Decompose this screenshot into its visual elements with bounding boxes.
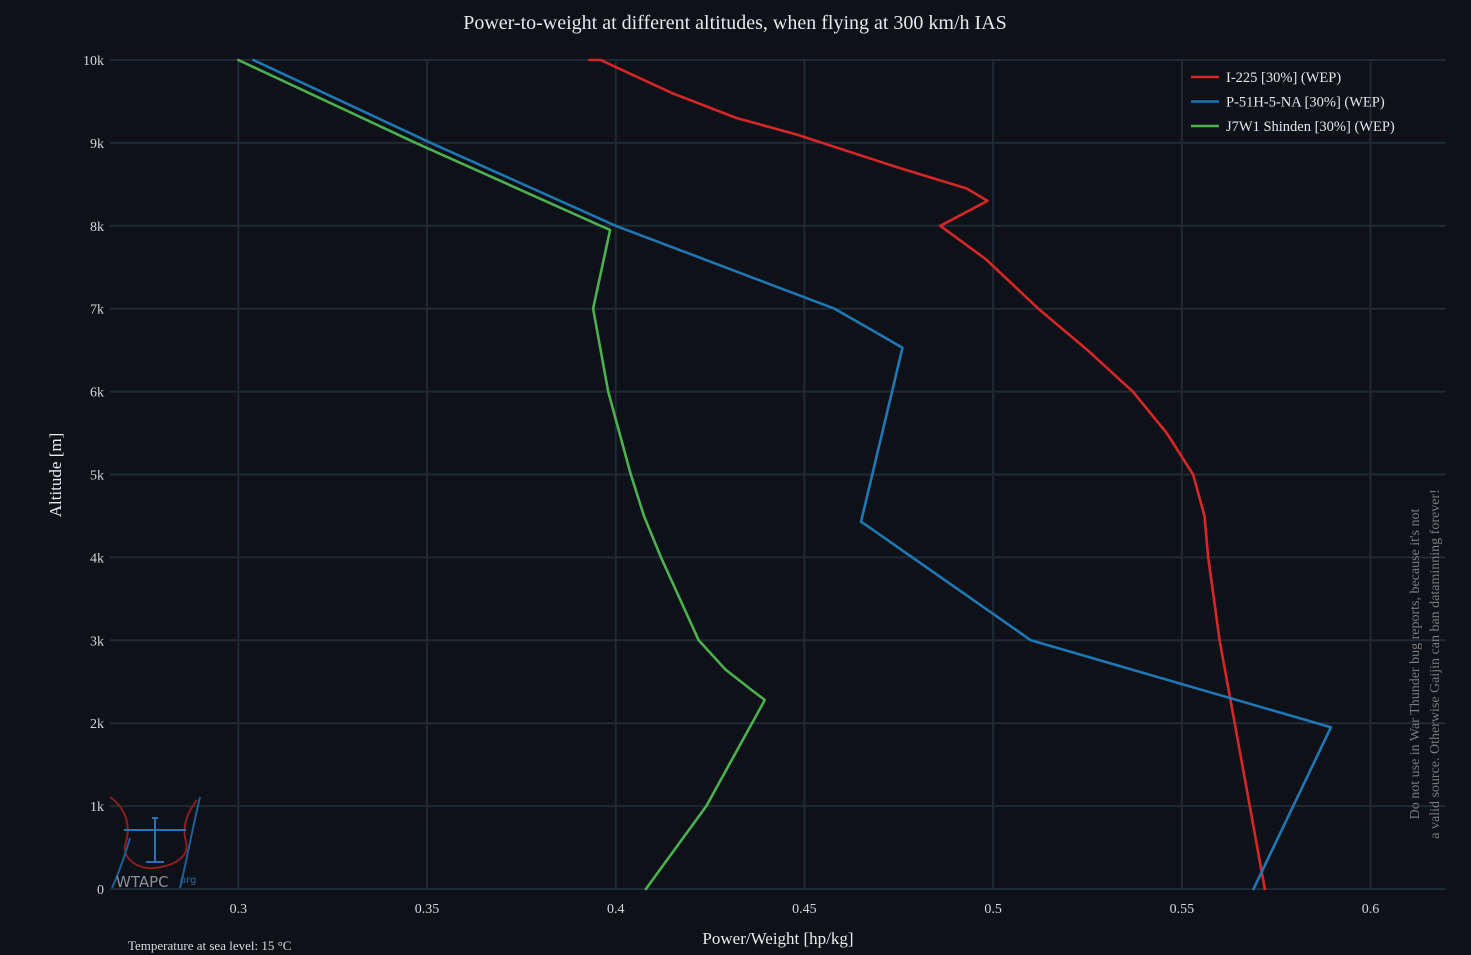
legend: I-225 [30%] (WEP) P-51H-5-NA [30%] (WEP) J… — [1191, 70, 1395, 135]
y-axis-ticks: 0 1k 2k 3k 4k 5k 6k 7k 8k 9k 10k — [83, 54, 104, 898]
watermark-line-1: Do not use in War Thunder bug reports, b… — [1408, 509, 1423, 820]
logo-blue-curve-icon — [111, 796, 201, 889]
legend-label-2: P-51H-5-NA [30%] (WEP) — [1226, 95, 1385, 111]
legend-label-1: I-225 [30%] (WEP) — [1226, 70, 1341, 86]
y-tick-label: 6k — [90, 386, 104, 401]
y-tick-label: 8k — [90, 220, 104, 235]
y-axis-label: Altitude [m] — [46, 433, 65, 518]
wtapc-logo: WTAPC org — [109, 796, 201, 891]
series-group — [237, 58, 1333, 891]
y-tick-label: 9k — [90, 137, 104, 152]
x-axis-label: Power/Weight [hp/kg] — [702, 929, 853, 948]
legend-label-3: J7W1 Shinden [30%] (WEP) — [1226, 119, 1395, 135]
y-tick-label: 0 — [97, 883, 104, 898]
series-line-3 — [237, 58, 767, 891]
y-tick-label: 10k — [83, 54, 104, 69]
x-tick-label: 0.6 — [1362, 902, 1380, 917]
logo-text: WTAPC — [116, 873, 169, 891]
x-tick-label: 0.35 — [415, 902, 440, 917]
x-tick-label: 0.55 — [1170, 902, 1195, 917]
sea-level-temperature-note: Temperature at sea level: 15 °C — [128, 938, 291, 953]
x-tick-label: 0.4 — [607, 902, 625, 917]
y-tick-label: 3k — [90, 634, 104, 649]
x-tick-label: 0.45 — [792, 902, 817, 917]
y-tick-label: 4k — [90, 551, 104, 566]
grid — [110, 59, 1446, 890]
logo-suffix: org — [180, 875, 196, 886]
series-line-2 — [252, 58, 1333, 891]
y-tick-label: 7k — [90, 303, 104, 318]
x-tick-label: 0.5 — [984, 902, 1002, 917]
y-tick-label: 5k — [90, 469, 104, 484]
x-tick-label: 0.3 — [230, 902, 248, 917]
chart-title: Power-to-weight at different altitudes, … — [463, 12, 1007, 34]
x-axis-ticks: 0.3 0.35 0.4 0.45 0.5 0.55 0.6 — [230, 902, 1380, 917]
y-tick-label: 2k — [90, 717, 104, 732]
watermark-line-2: a valid source. Otherwise Gaijin can ban… — [1428, 489, 1443, 838]
series-line-1 — [587, 58, 1267, 891]
y-tick-label: 1k — [90, 800, 104, 815]
logo-plane-icon — [124, 817, 186, 863]
